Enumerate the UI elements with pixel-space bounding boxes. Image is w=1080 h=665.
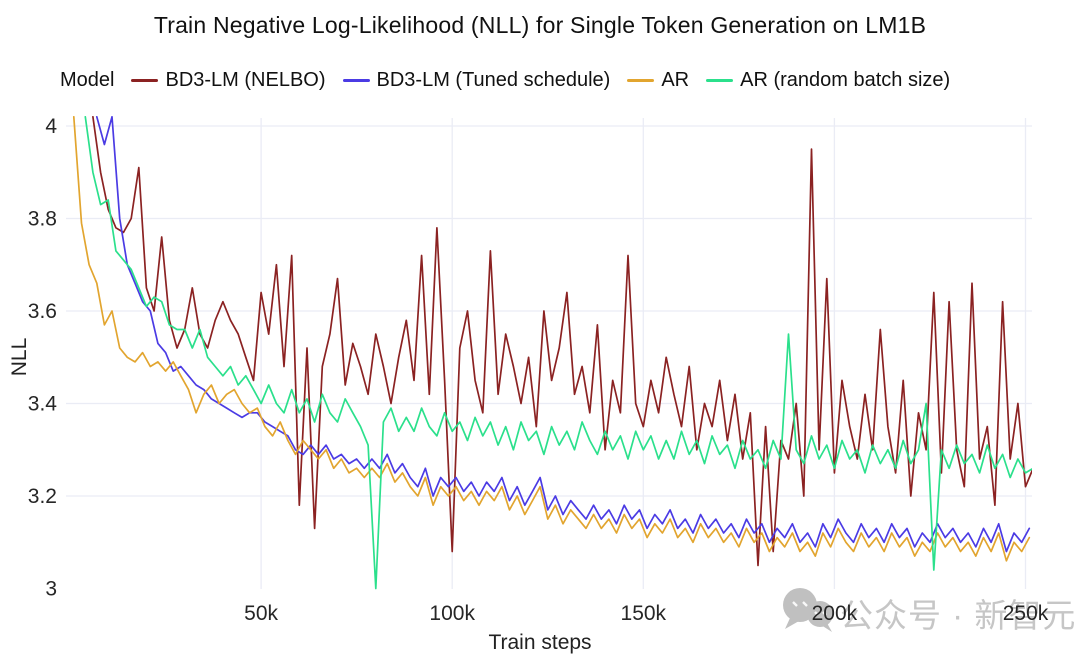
legend-item-ar-random[interactable]: AR (random batch size) xyxy=(706,69,950,92)
y-tick-label: 3.2 xyxy=(28,485,57,508)
y-tick-label: 3 xyxy=(45,578,57,601)
legend-item-bd3lm-tuned[interactable]: BD3-LM (Tuned schedule) xyxy=(342,69,611,92)
x-axis-title: Train steps xyxy=(488,631,592,654)
legend-label: BD3-LM (NELBO) xyxy=(165,69,326,91)
legend-swatch-bd3lm-nelbo xyxy=(131,79,159,82)
legend-label: AR (random batch size) xyxy=(740,69,951,91)
x-tick-label: 250k xyxy=(1003,602,1049,625)
y-tick-label: 4 xyxy=(45,115,57,138)
legend-label: AR xyxy=(661,69,690,91)
legend: Model BD3-LM (NELBO) BD3-LM (Tuned sched… xyxy=(60,69,950,92)
series-line-bd3-lm-nelbo[interactable] xyxy=(92,116,1033,567)
y-tick-label: 3.6 xyxy=(28,300,57,323)
legend-swatch-ar xyxy=(627,79,655,82)
series-line-ar[interactable] xyxy=(72,116,1031,562)
legend-title: Model xyxy=(60,69,115,91)
series-line-ar-random-batch-size[interactable] xyxy=(84,116,1033,590)
wechat-chat-bubbles-icon xyxy=(781,586,835,639)
legend-label: BD3-LM (Tuned schedule) xyxy=(376,69,611,91)
x-tick-label: 50k xyxy=(244,602,278,625)
y-tick-label: 3.8 xyxy=(28,208,57,231)
legend-swatch-ar-random xyxy=(706,79,734,82)
series-line-bd3-lm-tuned-schedule[interactable] xyxy=(95,116,1031,553)
legend-item-ar[interactable]: AR xyxy=(627,69,689,92)
x-tick-label: 150k xyxy=(621,602,667,625)
chart-title: Train Negative Log-Likelihood (NLL) for … xyxy=(153,12,927,38)
legend-swatch-bd3lm-tuned xyxy=(342,79,370,82)
x-tick-label: 200k xyxy=(812,602,858,625)
x-tick-label: 100k xyxy=(429,602,475,625)
legend-item-bd3lm-nelbo[interactable]: BD3-LM (NELBO) xyxy=(131,69,326,92)
watermark: 公众号 · 新智元 xyxy=(781,586,1076,639)
watermark-text: 公众号 · 新智元 xyxy=(840,596,1077,634)
y-tick-label: 3.4 xyxy=(28,393,58,416)
